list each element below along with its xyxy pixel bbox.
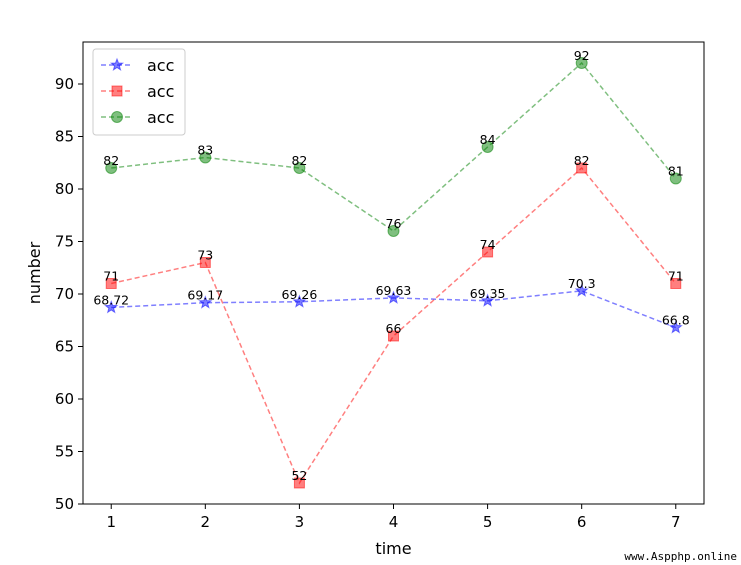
- series-1-data-label: 68.72: [93, 292, 129, 307]
- series-2-point: [199, 257, 211, 268]
- legend-label: acc: [147, 82, 174, 101]
- y-tick-label: 60: [55, 390, 74, 408]
- series-2-point: [388, 330, 399, 342]
- y-tick-label: 65: [55, 338, 74, 356]
- x-tick-label: 7: [671, 513, 681, 531]
- series-3-point: [387, 225, 400, 237]
- series-2-data-label: 71: [668, 269, 684, 284]
- series-3-data-label: 83: [197, 143, 213, 158]
- series-2-point: [576, 162, 588, 174]
- series-3-line: [111, 61, 677, 232]
- series-1-data-label: 70.3: [568, 276, 596, 291]
- series-1: 68.72 69.17 69.26 69.63 69.35 70.3 66.8: [93, 276, 690, 334]
- series-1-data-label: 66.8: [662, 313, 690, 328]
- legend-entry-2: acc: [101, 82, 174, 101]
- series-3: 82 83 82 76 84 92 81: [103, 48, 684, 237]
- y-tick-label: 70: [55, 285, 74, 303]
- legend-label: acc: [147, 108, 174, 127]
- series-3-data-label: 81: [668, 164, 684, 179]
- series-3-point: [481, 141, 494, 153]
- legend-entry-3: acc: [101, 108, 174, 127]
- series-1-point: [668, 320, 683, 334]
- series-3-data-label: 82: [103, 153, 119, 168]
- series-3-data-label: 76: [386, 216, 402, 231]
- series-2-data-label: 52: [291, 468, 307, 483]
- y-tick-label: 90: [55, 75, 74, 93]
- plot-area: 68.72 69.17 69.26 69.63 69.35 70.3 66.8 71 73 52 6…: [93, 48, 690, 489]
- series-1-data-label: 69.26: [282, 287, 318, 302]
- legend: acc acc acc: [92, 48, 186, 136]
- series-2: 71 73 52 66 74 82 71: [103, 153, 684, 489]
- legend-label: acc: [147, 56, 174, 75]
- series-3-point: [293, 162, 306, 174]
- series-1-point: [574, 283, 589, 297]
- series-2-data-label: 66: [386, 321, 402, 336]
- series-3-point: [199, 151, 212, 164]
- series-3-point: [105, 162, 118, 174]
- x-axis-label: time: [375, 539, 411, 558]
- series-1-point: [198, 295, 213, 309]
- x-tick-label: 4: [389, 513, 399, 531]
- series-2-data-label: 71: [103, 269, 119, 284]
- legend-marker: [109, 57, 125, 72]
- x-tick-label: 3: [295, 513, 305, 531]
- y-axis-label: number: [25, 241, 44, 304]
- y-tick-label: 50: [55, 495, 74, 513]
- series-3-data-label: 92: [574, 48, 590, 63]
- watermark-text: www.Aspphp.online: [624, 550, 737, 563]
- y-tick-label: 85: [55, 128, 74, 146]
- x-tick-label: 1: [106, 513, 116, 531]
- series-1-data-label: 69.17: [187, 288, 223, 303]
- x-tick-label: 2: [201, 513, 211, 531]
- legend-entry-1: acc: [101, 56, 174, 75]
- y-tick-label: 80: [55, 180, 74, 198]
- series-3-data-label: 84: [480, 132, 496, 147]
- series-2-point: [670, 278, 682, 289]
- series-2-point: [482, 246, 494, 258]
- y-tick-label: 75: [55, 233, 74, 251]
- y-tick-label: 55: [55, 443, 74, 461]
- series-1-data-label: 69.35: [470, 286, 506, 301]
- series-2-point: [293, 477, 305, 489]
- series-2-data-label: 73: [197, 248, 213, 263]
- legend-marker: [111, 111, 123, 123]
- series-1-point: [292, 294, 307, 308]
- series-1-point: [480, 293, 495, 307]
- series-3-data-label: 82: [291, 153, 307, 168]
- legend-marker: [111, 85, 123, 97]
- series-1-data-label: 69.63: [376, 283, 412, 298]
- series-2-data-label: 74: [480, 237, 496, 252]
- series-3-point: [669, 172, 682, 185]
- x-tick-label: 5: [483, 513, 493, 531]
- x-tick-label: 6: [577, 513, 587, 531]
- series-2-data-label: 82: [574, 153, 590, 168]
- series-2-point: [105, 278, 117, 289]
- axes: 1 2 3 4 5 6 7 50 55 60 65 70 75 80 85 90 time number: [25, 41, 705, 558]
- series-1-point: [386, 290, 401, 304]
- series-3-point: [575, 57, 588, 69]
- series-1-point: [104, 300, 119, 314]
